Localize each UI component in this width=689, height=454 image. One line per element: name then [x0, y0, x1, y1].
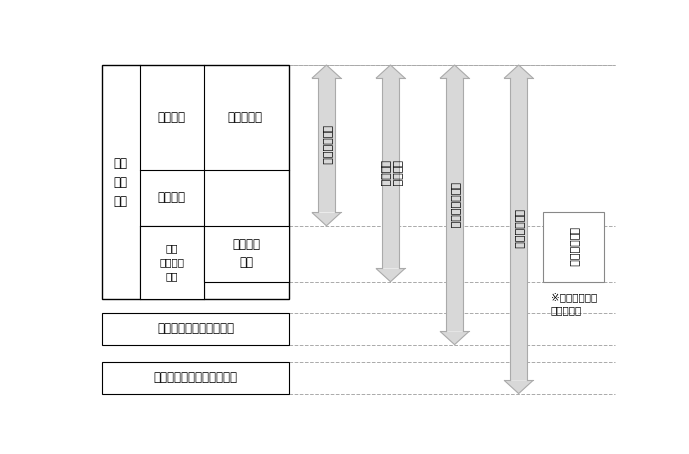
Polygon shape — [440, 65, 469, 78]
Bar — [446, 78, 463, 331]
Text: 将来負担比率: 将来負担比率 — [513, 209, 524, 249]
Text: 一般会計: 一般会計 — [158, 111, 185, 124]
Text: 資金不足比率: 資金不足比率 — [568, 227, 578, 266]
Text: 地方
公共
団体: 地方 公共 団体 — [114, 157, 128, 207]
Bar — [510, 78, 527, 380]
Polygon shape — [376, 65, 405, 78]
Bar — [382, 78, 399, 268]
Text: 地方公社・第三セクター等: 地方公社・第三セクター等 — [154, 371, 238, 385]
Bar — [204, 226, 289, 281]
Text: ※公営企業会計
ごとに算定: ※公営企業会計 ごとに算定 — [551, 292, 597, 316]
Text: うち
公営企業
会計: うち 公営企業 会計 — [159, 243, 184, 281]
Text: 公営事業
会計: 公営事業 会計 — [232, 238, 260, 269]
Polygon shape — [440, 331, 469, 345]
Polygon shape — [376, 268, 405, 281]
Polygon shape — [504, 380, 533, 394]
Text: 一般会計等: 一般会計等 — [227, 111, 263, 124]
Polygon shape — [312, 65, 341, 78]
Bar — [102, 362, 289, 394]
Bar — [139, 226, 204, 299]
Text: 実質赤字比率: 実質赤字比率 — [321, 125, 331, 165]
Bar — [102, 313, 289, 345]
Text: 実質公債費比率: 実質公債費比率 — [449, 182, 460, 228]
Polygon shape — [312, 212, 341, 226]
Bar — [543, 212, 604, 281]
Text: 連結実質
赤字比率: 連結実質 赤字比率 — [379, 160, 402, 187]
Bar — [318, 78, 335, 212]
Text: 特別会計: 特別会計 — [158, 191, 185, 204]
Polygon shape — [504, 65, 533, 78]
Bar — [102, 65, 289, 299]
Text: 一部事務組合・広域連合: 一部事務組合・広域連合 — [157, 322, 234, 336]
